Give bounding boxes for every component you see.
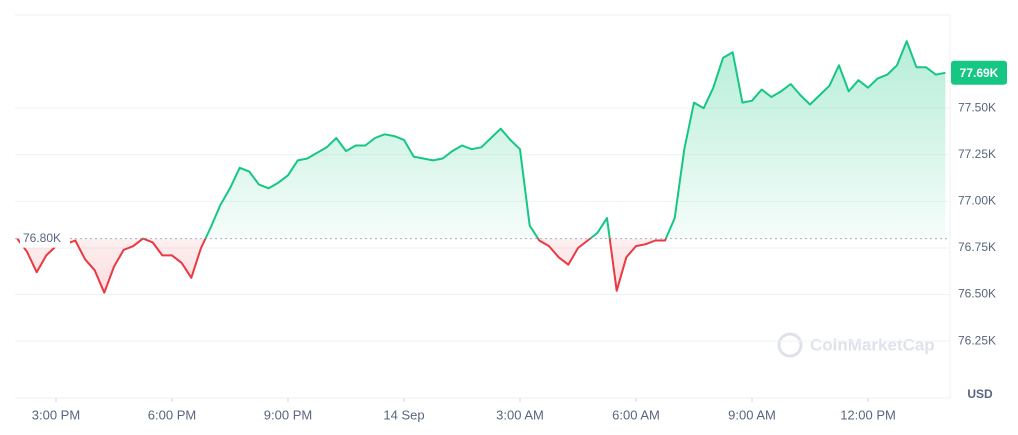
current-price-label: 77.69K: [960, 66, 999, 80]
x-tick-label: 3:00 PM: [32, 407, 80, 422]
y-axis-label: USD: [967, 387, 993, 401]
x-tick-label: 9:00 PM: [264, 407, 312, 422]
current-price-badge: [951, 60, 1007, 85]
x-tick-label: 6:00 AM: [612, 407, 660, 422]
x-tick-label: 6:00 PM: [148, 407, 196, 422]
x-tick-label: 12:00 PM: [840, 407, 896, 422]
reference-label: 76.80K: [23, 231, 61, 245]
price-area: [17, 41, 946, 293]
watermark: CoinMarketCap: [777, 332, 935, 358]
x-tick-label: 14 Sep: [383, 407, 424, 422]
watermark-text: CoinMarketCap: [810, 335, 935, 354]
x-tick-label: 9:00 AM: [728, 407, 776, 422]
y-tick-label: 76.50K: [958, 287, 996, 301]
reference-label-bg: [20, 229, 70, 248]
y-tick-label: 77.25K: [958, 147, 996, 161]
price-line: [16, 40, 946, 294]
x-tick-label: 3:00 AM: [496, 407, 544, 422]
y-tick-label: 77.50K: [958, 100, 996, 114]
y-tick-label: 76.25K: [958, 333, 996, 347]
y-tick-label: 77.00K: [958, 194, 996, 208]
y-tick-label: 76.75K: [958, 240, 996, 254]
